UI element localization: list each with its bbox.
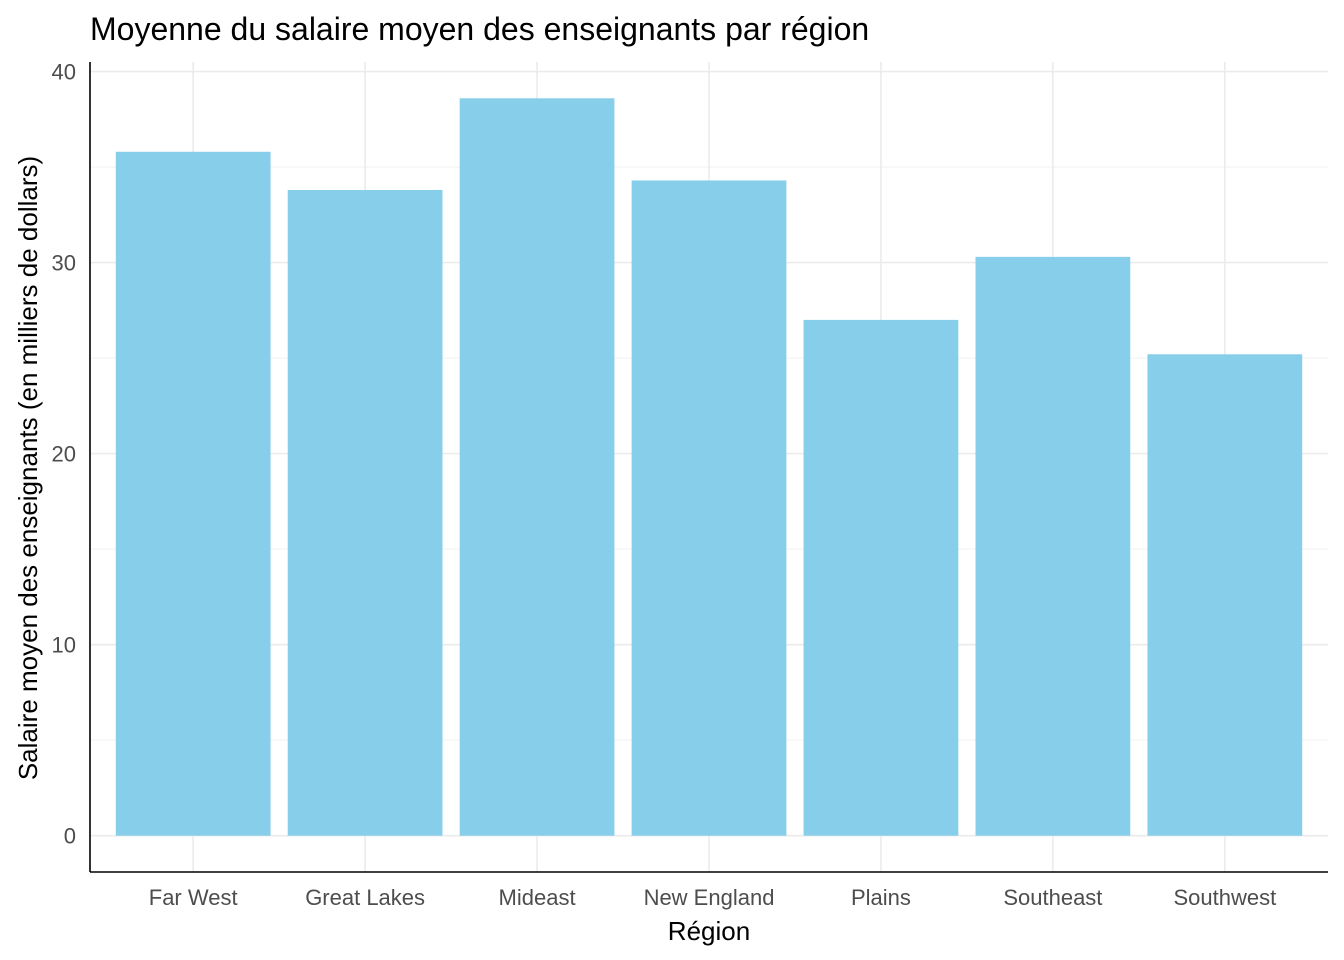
- x-tick-label: Southwest: [1173, 885, 1276, 910]
- x-tick-labels: Far West Great Lakes Mideast New England Pla…: [149, 885, 1276, 910]
- bar-plains: [803, 319, 959, 836]
- y-tick-labels: 0 10 20 30 40: [52, 60, 76, 849]
- bar-great-lakes: [287, 189, 443, 836]
- y-axis-title: Salaire moyen des enseignants (en millie…: [13, 156, 43, 780]
- y-tick-label: 10: [52, 633, 76, 658]
- bar-new-england: [631, 180, 787, 836]
- x-axis-title: Région: [668, 916, 750, 946]
- x-tick-label: New England: [644, 885, 775, 910]
- bars: [115, 98, 1303, 836]
- bar-far-west: [115, 151, 271, 836]
- x-tick-label: Far West: [149, 885, 238, 910]
- bar-southwest: [1147, 354, 1303, 836]
- y-tick-label: 0: [64, 824, 76, 849]
- x-tick-label: Mideast: [499, 885, 576, 910]
- y-tick-label: 40: [52, 60, 76, 85]
- axes: [89, 62, 1328, 873]
- y-tick-label: 30: [52, 251, 76, 276]
- x-tick-label: Plains: [851, 885, 911, 910]
- y-tick-label: 20: [52, 442, 76, 467]
- x-tick-label: Great Lakes: [305, 885, 425, 910]
- bar-mideast: [459, 98, 615, 836]
- chart-title: Moyenne du salaire moyen des enseignants…: [90, 11, 869, 47]
- x-tick-label: Southeast: [1003, 885, 1102, 910]
- bar-southeast: [975, 256, 1131, 836]
